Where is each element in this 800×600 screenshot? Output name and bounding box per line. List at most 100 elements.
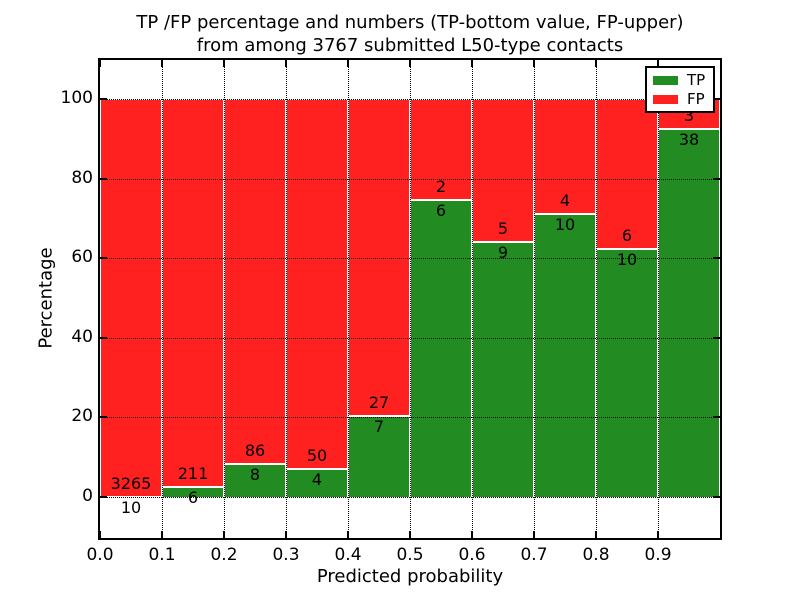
y-tick-label: 60: [71, 247, 93, 268]
x-tick-mark-top: [533, 60, 535, 67]
y-tick-mark-right: [713, 496, 720, 498]
x-tick-mark-top: [471, 60, 473, 67]
x-tick-mark: [657, 531, 659, 538]
x-tick-label: 0.6: [458, 545, 486, 565]
y-tick-label: 40: [71, 326, 93, 347]
x-tick-mark: [285, 531, 287, 538]
y-tick-mark-right: [713, 257, 720, 260]
tp-count-label: 8: [249, 465, 261, 485]
legend-box: TP FP: [645, 66, 715, 113]
y-tick-mark-right: [713, 416, 720, 419]
x-tick-mark: [409, 531, 411, 538]
y-tick-label: 100: [60, 88, 93, 108]
y-tick-label: 0: [82, 486, 93, 506]
y-tick-mark: [100, 257, 107, 260]
chart-title-line1: TP /FP percentage and numbers (TP-bottom…: [136, 12, 684, 33]
x-tick-label: 0.3: [272, 545, 300, 565]
tp-count-label: 6: [187, 488, 199, 507]
gridline-vertical: [658, 60, 659, 538]
x-tick-label: 0.4: [334, 545, 362, 565]
bar-segment-fp: [596, 99, 658, 249]
y-tick-mark-right: [713, 98, 720, 100]
fp-count-label: 3: [683, 106, 695, 126]
x-axis-label: Predicted probability: [316, 566, 504, 587]
gridline-vertical: [410, 60, 411, 538]
gridline-vertical: [162, 60, 163, 538]
fp-count-label: 211: [177, 464, 209, 483]
x-tick-mark-top: [409, 60, 411, 67]
x-tick-mark-top: [99, 60, 101, 67]
plot-area: [100, 60, 720, 538]
bar-segment-tp: [658, 128, 720, 497]
gridline-vertical: [472, 60, 473, 538]
x-tick-mark: [347, 531, 349, 538]
tp-count-label: 4: [311, 469, 323, 489]
bar-segment-tp: [472, 241, 534, 497]
bar-segment-tp: [286, 467, 348, 497]
x-tick-mark: [595, 531, 597, 538]
bar-segment-fp: [534, 99, 596, 213]
x-tick-label: 0.9: [644, 545, 672, 565]
y-tick-label: 80: [71, 167, 93, 188]
tp-count-label: 10: [554, 214, 576, 234]
x-tick-label: 0.5: [396, 545, 424, 565]
x-tick-mark: [223, 531, 225, 538]
gridline-vertical: [348, 60, 349, 538]
y-tick-mark: [100, 336, 107, 339]
tp-count-label: 38: [678, 130, 700, 150]
tp-count-label: 7: [373, 417, 385, 437]
legend-label: FP: [687, 90, 705, 108]
fp-count-label: 5: [497, 219, 509, 239]
fp-count-label: 50: [306, 445, 328, 465]
x-tick-mark-top: [595, 60, 597, 67]
chart-title-line2: from among 3767 submitted L50-type conta…: [196, 35, 624, 56]
tp-count-label: 10: [120, 497, 142, 517]
y-tick-mark-right: [713, 177, 720, 180]
bar-segment-tp: [224, 463, 286, 497]
y-tick-mark: [100, 98, 107, 100]
fp-legend-swatch: [653, 94, 678, 104]
bar-segment-tp: [596, 248, 658, 497]
x-tick-label: 0.7: [520, 545, 548, 565]
bar-segment-fp: [348, 99, 410, 416]
tp-legend-swatch: [653, 75, 678, 85]
fp-count-label: 27: [368, 393, 390, 413]
x-tick-mark-top: [347, 60, 349, 67]
gridline-vertical: [224, 60, 225, 538]
bar-segment-tp: [348, 415, 410, 497]
x-tick-label: 0.1: [148, 545, 176, 565]
x-tick-mark-top: [657, 60, 659, 67]
bar-segment-fp: [224, 99, 286, 464]
x-tick-mark-top: [223, 60, 225, 67]
x-tick-mark: [533, 531, 535, 538]
legend-item: FP: [647, 91, 713, 107]
x-tick-mark-top: [161, 60, 163, 67]
y-tick-mark-right: [713, 336, 720, 339]
legend-label: TP: [687, 71, 706, 89]
x-tick-mark-top: [285, 60, 287, 67]
gridline-vertical: [534, 60, 535, 538]
fp-count-label: 86: [244, 441, 266, 461]
bar-segment-fp: [162, 99, 224, 486]
x-tick-label: 0.8: [582, 545, 610, 565]
tp-count-label: 9: [497, 243, 509, 263]
fp-count-label: 4: [559, 190, 571, 210]
bar-segment-fp: [100, 99, 162, 496]
tp-count-label: 6: [435, 200, 447, 220]
bar-segment-tp: [534, 212, 596, 497]
y-tick-mark: [100, 416, 107, 419]
y-tick-mark: [100, 496, 107, 498]
x-tick-label: 0.2: [210, 545, 238, 565]
bar-segment-fp: [286, 99, 348, 468]
tp-count-label: 10: [616, 250, 638, 270]
legend-item: TP: [647, 72, 713, 88]
fp-count-label: 6: [621, 226, 633, 246]
x-tick-mark: [99, 531, 101, 538]
fp-count-label: 3265: [110, 473, 152, 493]
x-tick-mark: [471, 531, 473, 538]
fp-count-label: 2: [435, 176, 447, 196]
y-tick-mark: [100, 177, 107, 180]
x-tick-label: 0.0: [86, 545, 114, 565]
y-tick-label: 20: [71, 406, 93, 427]
